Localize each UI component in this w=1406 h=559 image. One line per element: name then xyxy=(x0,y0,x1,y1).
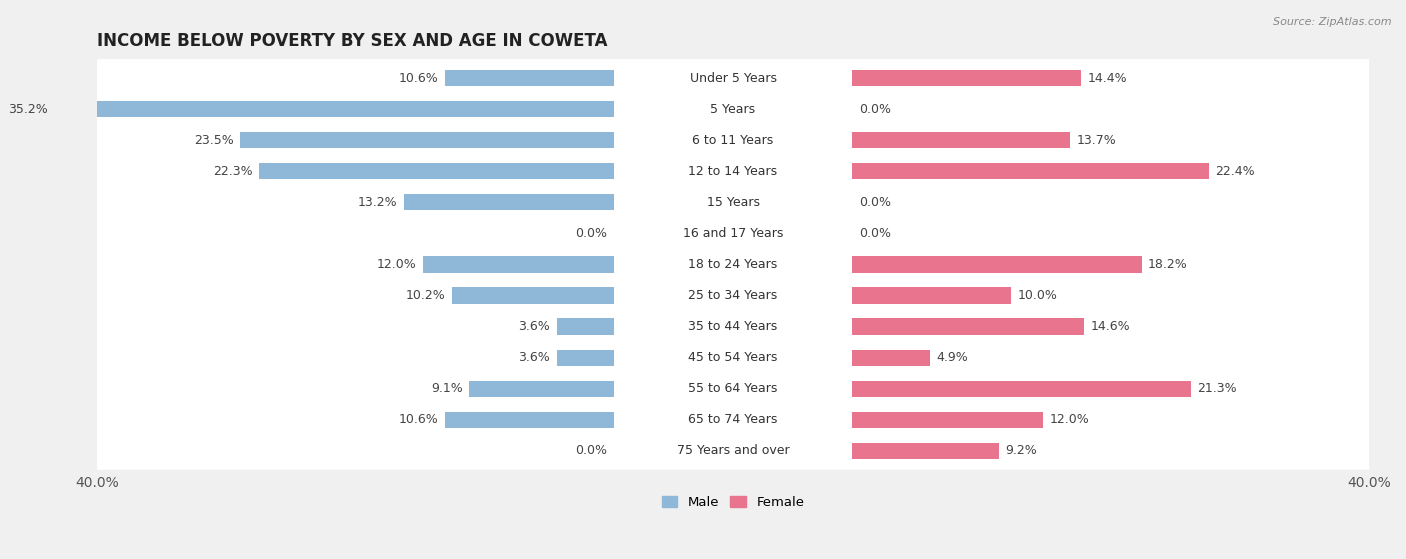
FancyBboxPatch shape xyxy=(87,401,1379,439)
FancyBboxPatch shape xyxy=(87,369,1379,408)
FancyBboxPatch shape xyxy=(87,339,1379,377)
Text: 13.2%: 13.2% xyxy=(359,196,398,209)
Text: 9.1%: 9.1% xyxy=(432,382,463,395)
Text: 0.0%: 0.0% xyxy=(859,196,890,209)
Bar xyxy=(852,381,1191,397)
Bar xyxy=(53,101,614,117)
Text: 0.0%: 0.0% xyxy=(575,227,607,240)
Text: 75 Years and over: 75 Years and over xyxy=(676,444,789,457)
FancyBboxPatch shape xyxy=(87,277,1379,315)
Bar xyxy=(852,132,1070,148)
Bar xyxy=(852,70,1081,86)
Bar xyxy=(404,194,614,210)
Text: 10.6%: 10.6% xyxy=(399,72,439,84)
Text: 4.9%: 4.9% xyxy=(936,351,969,364)
FancyBboxPatch shape xyxy=(87,183,1379,221)
Text: 0.0%: 0.0% xyxy=(575,444,607,457)
Bar xyxy=(852,349,931,366)
Text: INCOME BELOW POVERTY BY SEX AND AGE IN COWETA: INCOME BELOW POVERTY BY SEX AND AGE IN C… xyxy=(97,32,607,50)
Text: Source: ZipAtlas.com: Source: ZipAtlas.com xyxy=(1274,17,1392,27)
Text: 35 to 44 Years: 35 to 44 Years xyxy=(689,320,778,333)
Text: 9.2%: 9.2% xyxy=(1005,444,1036,457)
Text: 16 and 17 Years: 16 and 17 Years xyxy=(683,227,783,240)
FancyBboxPatch shape xyxy=(87,307,1379,345)
Bar xyxy=(852,287,1011,304)
Bar xyxy=(852,411,1043,428)
Text: 6 to 11 Years: 6 to 11 Years xyxy=(692,134,773,146)
Text: 45 to 54 Years: 45 to 54 Years xyxy=(689,351,778,364)
Text: Under 5 Years: Under 5 Years xyxy=(689,72,776,84)
Text: 15 Years: 15 Years xyxy=(707,196,759,209)
Bar xyxy=(259,163,614,179)
Text: 5 Years: 5 Years xyxy=(710,103,755,116)
Text: 55 to 64 Years: 55 to 64 Years xyxy=(689,382,778,395)
FancyBboxPatch shape xyxy=(87,59,1379,97)
FancyBboxPatch shape xyxy=(87,152,1379,190)
Text: 3.6%: 3.6% xyxy=(519,351,550,364)
Text: 21.3%: 21.3% xyxy=(1198,382,1237,395)
FancyBboxPatch shape xyxy=(87,121,1379,159)
Text: 0.0%: 0.0% xyxy=(859,103,890,116)
Bar xyxy=(852,257,1142,272)
Text: 12.0%: 12.0% xyxy=(377,258,416,271)
FancyBboxPatch shape xyxy=(87,215,1379,252)
Bar xyxy=(470,381,614,397)
Text: 25 to 34 Years: 25 to 34 Years xyxy=(689,289,778,302)
Text: 22.3%: 22.3% xyxy=(214,165,253,178)
Bar xyxy=(240,132,614,148)
Text: 10.2%: 10.2% xyxy=(405,289,446,302)
Text: 12.0%: 12.0% xyxy=(1049,413,1090,427)
Text: 22.4%: 22.4% xyxy=(1215,165,1254,178)
Text: 18 to 24 Years: 18 to 24 Years xyxy=(689,258,778,271)
FancyBboxPatch shape xyxy=(87,432,1379,470)
Bar xyxy=(852,319,1084,335)
Bar xyxy=(852,163,1209,179)
Text: 23.5%: 23.5% xyxy=(194,134,233,146)
Text: 14.6%: 14.6% xyxy=(1091,320,1130,333)
Text: 3.6%: 3.6% xyxy=(519,320,550,333)
Text: 13.7%: 13.7% xyxy=(1077,134,1116,146)
Bar xyxy=(451,287,614,304)
Bar xyxy=(557,319,614,335)
Text: 18.2%: 18.2% xyxy=(1149,258,1188,271)
FancyBboxPatch shape xyxy=(87,245,1379,283)
Bar xyxy=(852,443,998,459)
Text: 10.0%: 10.0% xyxy=(1018,289,1057,302)
Bar xyxy=(446,70,614,86)
Bar xyxy=(446,411,614,428)
Text: 10.6%: 10.6% xyxy=(399,413,439,427)
Text: 12 to 14 Years: 12 to 14 Years xyxy=(689,165,778,178)
FancyBboxPatch shape xyxy=(87,90,1379,128)
Bar xyxy=(423,257,614,272)
Text: 35.2%: 35.2% xyxy=(8,103,48,116)
Bar xyxy=(557,349,614,366)
Text: 0.0%: 0.0% xyxy=(859,227,890,240)
Legend: Male, Female: Male, Female xyxy=(657,490,810,514)
Text: 65 to 74 Years: 65 to 74 Years xyxy=(689,413,778,427)
Text: 14.4%: 14.4% xyxy=(1088,72,1128,84)
